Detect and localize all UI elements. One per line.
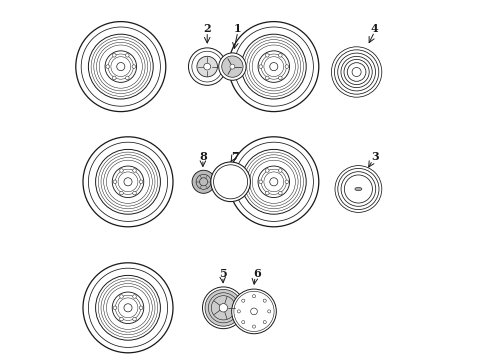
Circle shape bbox=[232, 289, 276, 334]
Circle shape bbox=[139, 306, 143, 310]
Circle shape bbox=[266, 76, 269, 80]
Circle shape bbox=[133, 317, 136, 321]
Circle shape bbox=[263, 299, 266, 302]
Text: 3: 3 bbox=[371, 151, 379, 162]
Ellipse shape bbox=[355, 187, 362, 191]
Circle shape bbox=[242, 299, 245, 302]
Circle shape bbox=[230, 64, 235, 69]
Circle shape bbox=[125, 76, 129, 80]
Circle shape bbox=[113, 76, 116, 80]
Circle shape bbox=[252, 294, 256, 298]
Circle shape bbox=[285, 180, 289, 184]
Circle shape bbox=[120, 191, 123, 195]
Circle shape bbox=[242, 320, 245, 324]
Text: 1: 1 bbox=[234, 23, 242, 34]
Circle shape bbox=[263, 320, 266, 324]
Circle shape bbox=[222, 56, 243, 77]
Circle shape bbox=[133, 191, 136, 195]
Circle shape bbox=[202, 287, 245, 329]
Circle shape bbox=[113, 180, 117, 184]
Circle shape bbox=[125, 54, 129, 57]
Circle shape bbox=[211, 162, 250, 202]
Text: 2: 2 bbox=[203, 23, 211, 34]
Circle shape bbox=[278, 76, 282, 80]
Circle shape bbox=[278, 191, 282, 195]
Circle shape bbox=[278, 169, 282, 172]
Circle shape bbox=[120, 169, 123, 172]
Circle shape bbox=[214, 165, 247, 199]
Circle shape bbox=[237, 310, 241, 313]
Text: 6: 6 bbox=[253, 268, 261, 279]
Text: 5: 5 bbox=[219, 268, 226, 279]
Circle shape bbox=[251, 308, 257, 315]
Circle shape bbox=[205, 289, 242, 326]
Text: 8: 8 bbox=[199, 151, 207, 162]
Circle shape bbox=[266, 191, 269, 195]
Circle shape bbox=[259, 180, 263, 184]
Circle shape bbox=[189, 48, 226, 85]
Circle shape bbox=[106, 65, 110, 68]
Circle shape bbox=[204, 63, 211, 70]
Circle shape bbox=[219, 303, 227, 312]
Circle shape bbox=[259, 65, 263, 68]
Circle shape bbox=[266, 169, 269, 172]
Circle shape bbox=[120, 317, 123, 321]
Circle shape bbox=[113, 54, 116, 57]
Circle shape bbox=[133, 295, 136, 298]
Circle shape bbox=[219, 53, 246, 80]
Circle shape bbox=[192, 170, 215, 193]
Circle shape bbox=[352, 67, 361, 77]
Circle shape bbox=[268, 310, 271, 313]
Circle shape bbox=[266, 54, 269, 57]
Text: 4: 4 bbox=[371, 23, 378, 34]
Circle shape bbox=[139, 180, 143, 184]
Circle shape bbox=[120, 295, 123, 298]
Text: 7: 7 bbox=[231, 151, 239, 162]
Circle shape bbox=[132, 65, 136, 68]
Circle shape bbox=[133, 169, 136, 172]
Circle shape bbox=[113, 306, 117, 310]
Circle shape bbox=[285, 65, 289, 68]
Circle shape bbox=[197, 56, 218, 77]
Circle shape bbox=[252, 325, 256, 328]
Circle shape bbox=[278, 54, 282, 57]
